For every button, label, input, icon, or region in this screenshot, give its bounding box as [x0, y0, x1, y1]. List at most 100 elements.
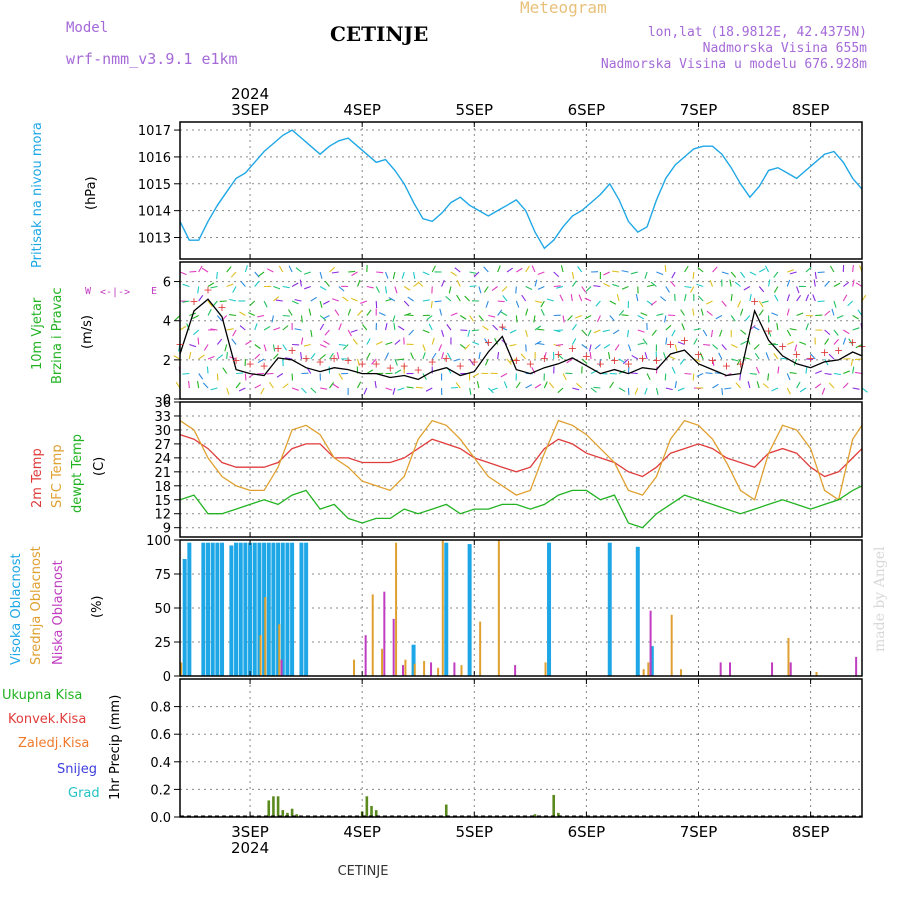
cloud-high-bar	[411, 644, 416, 676]
wind-barb	[566, 358, 573, 364]
cloud-mid-bar	[423, 661, 426, 676]
wind-barb	[821, 387, 826, 395]
wind-barb	[618, 358, 626, 364]
cloud-high-bar	[276, 542, 281, 676]
wind-barb	[385, 352, 390, 360]
wind-barb	[656, 313, 664, 317]
wind-barb	[556, 285, 564, 289]
wind-barb	[590, 387, 597, 393]
cloud-high-bar	[248, 542, 253, 676]
wind-barb	[207, 355, 215, 360]
wind-barb	[488, 314, 496, 318]
wind-barb	[734, 281, 741, 287]
wind-barb	[796, 286, 800, 294]
wind-barb	[202, 382, 209, 389]
wind-gust-marker: +	[330, 352, 339, 365]
wind-barb	[618, 309, 625, 316]
wind-barb	[304, 285, 311, 290]
wind-gust-marker: +	[372, 358, 381, 371]
wind-barb	[852, 279, 855, 287]
wind-barb	[813, 279, 816, 287]
wind-barb	[394, 358, 398, 366]
wind-barb	[664, 373, 667, 381]
wind-barb	[417, 281, 424, 287]
cloud-high-bar	[220, 542, 225, 676]
wind-barb	[497, 309, 503, 316]
wind-barb	[224, 344, 228, 352]
wind-barb	[446, 352, 452, 360]
day-label-top: 4SEP	[343, 101, 381, 119]
wind-barb	[683, 294, 687, 302]
wind-barb	[502, 295, 508, 302]
wind-barb	[210, 285, 218, 289]
wind-barb	[744, 315, 751, 322]
wind-barb	[740, 271, 746, 278]
wind-barb	[357, 310, 363, 316]
cloud-high-bar	[201, 542, 206, 676]
y-tick-label: 1016	[138, 151, 171, 166]
cloud-mid-bar	[479, 621, 482, 676]
wind-gust-marker: +	[736, 358, 745, 371]
wind-barb	[484, 358, 489, 366]
wind-barb	[406, 386, 414, 389]
y-tick-label: 15	[154, 494, 171, 509]
wind-barb	[520, 353, 527, 360]
wind-barb	[500, 373, 508, 378]
wind-barb	[607, 352, 611, 360]
wind-barb	[258, 271, 265, 277]
cloud-high-bar	[210, 542, 215, 676]
wind-barb	[273, 353, 279, 360]
wind-barb	[342, 296, 349, 302]
wind-barb	[350, 297, 358, 302]
wind-barb	[483, 286, 489, 293]
wind-gust-marker: +	[189, 295, 198, 308]
wind-barb	[609, 315, 615, 322]
wind-barb	[758, 286, 765, 293]
wind-barb	[739, 373, 742, 381]
wind-barb	[810, 353, 816, 360]
wind-barb	[533, 315, 536, 323]
wind-barb	[201, 267, 209, 273]
wind-barb	[562, 315, 565, 323]
wind-barb	[578, 294, 583, 302]
wind-gust-marker: +	[344, 354, 353, 367]
wind-barb	[525, 308, 529, 316]
wind-barb	[585, 286, 592, 292]
wind-barb	[852, 327, 860, 331]
wind-barb	[478, 352, 481, 360]
wind-barb	[699, 352, 704, 360]
cloud-low-bar	[430, 662, 433, 676]
wind-barb	[378, 312, 386, 317]
wind-gust-marker: +	[231, 354, 240, 367]
wind-barb	[487, 387, 494, 394]
wind-barb	[198, 295, 204, 302]
y-tick-label: 0	[163, 670, 171, 685]
wind-barb	[780, 357, 788, 360]
wind-barb	[843, 370, 851, 375]
wind-barb	[415, 386, 423, 389]
wind-barb	[696, 283, 704, 288]
compass-arrows: <-|->	[100, 287, 131, 298]
wind-barb	[814, 271, 817, 280]
wind-barb	[173, 355, 181, 360]
wind-barb	[385, 341, 393, 346]
wind-barb	[288, 265, 293, 273]
wind-barb	[712, 266, 718, 273]
day-label-top: 6SEP	[568, 101, 606, 119]
wind-barb	[650, 300, 657, 306]
wind-barb	[855, 282, 863, 287]
wind-barb	[385, 271, 389, 279]
wind-barb	[571, 280, 577, 287]
wind-barb	[677, 341, 685, 346]
wind-gust-marker: +	[273, 342, 282, 355]
wind-gust-marker: +	[259, 360, 268, 373]
wind-gust-marker: +	[680, 334, 689, 347]
wind-barb	[331, 271, 339, 274]
wind-barb	[323, 315, 330, 320]
wind-gust-marker: +	[750, 295, 759, 308]
wind-barb	[254, 384, 262, 389]
wind-barb	[392, 315, 396, 323]
wind-gust-marker: +	[414, 364, 423, 377]
wind-barb	[347, 308, 352, 316]
cloud-high-bar	[635, 546, 640, 676]
